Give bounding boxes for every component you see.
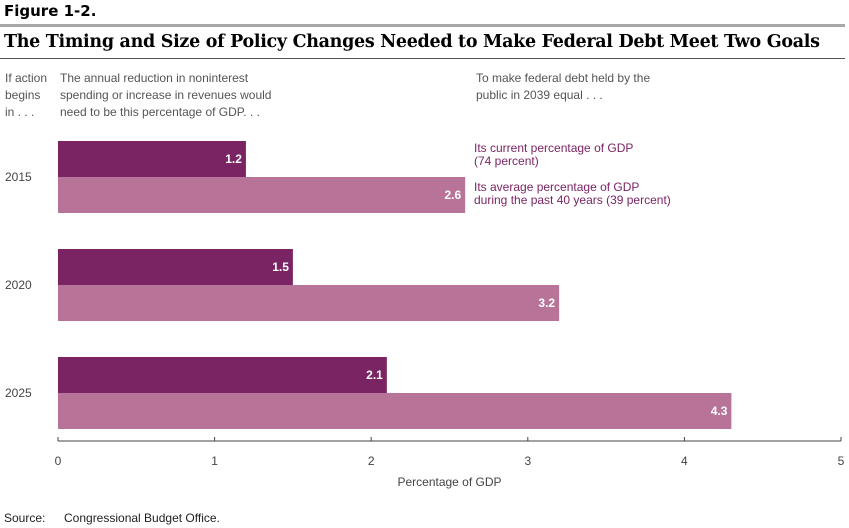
category-label-2020: 2020 (5, 278, 32, 292)
note-line: To make federal debt held by the (476, 71, 651, 85)
data-label-2025-series-1: 2.1 (366, 368, 383, 382)
data-label-2015-series-1: 1.2 (225, 152, 242, 166)
x-tick-label-1: 1 (211, 454, 218, 468)
note-line: The annual reduction in noninterest (60, 71, 249, 85)
x-tick-label-3: 3 (524, 454, 531, 468)
legend-average-gdp: Its average percentage of GDP during the… (474, 181, 671, 207)
note-reduction: The annual reduction in noninterest spen… (60, 70, 300, 121)
category-label-2015: 2015 (5, 170, 32, 184)
note-line: If action (5, 71, 48, 85)
legend-line: Its average percentage of GDP (474, 180, 640, 194)
bar-2025-series-2 (58, 393, 732, 429)
legend-line: Its current percentage of GDP (474, 141, 634, 155)
note-action-begins: If action begins in . . . (5, 70, 55, 121)
x-tick-label-2: 2 (368, 454, 375, 468)
top-rule (0, 24, 845, 27)
figure-label: Figure 1-2. (4, 2, 97, 20)
data-label-2020-series-2: 3.2 (538, 296, 555, 310)
x-tick-label-4: 4 (681, 454, 688, 468)
title-rule (0, 58, 845, 59)
x-tick-label-0: 0 (55, 454, 62, 468)
x-axis-title: Percentage of GDP (397, 475, 501, 489)
note-line: begins (5, 88, 41, 102)
source-label: Source: (4, 511, 46, 525)
note-line: in . . . (5, 105, 35, 119)
source-note: Source: Congressional Budget Office. (4, 511, 220, 525)
bar-2015-series-1 (58, 141, 246, 177)
source-text: Congressional Budget Office. (64, 511, 220, 525)
note-debt-goal: To make federal debt held by the public … (476, 70, 716, 104)
bar-2020-series-2 (58, 285, 560, 321)
x-tick-label-5: 5 (838, 454, 845, 468)
bar-2025-series-1 (58, 357, 387, 393)
legend-line: during the past 40 years (39 percent) (474, 193, 671, 207)
data-label-2015-series-2: 2.6 (444, 188, 461, 202)
data-label-2025-series-2: 4.3 (711, 404, 728, 418)
data-label-2020-series-1: 1.5 (272, 260, 289, 274)
chart-title: The Timing and Size of Policy Changes Ne… (4, 32, 820, 52)
note-line: need to be this percentage of GDP. . . (60, 105, 260, 119)
bar-2020-series-1 (58, 249, 293, 285)
legend-current-gdp: Its current percentage of GDP (74 percen… (474, 142, 633, 168)
legend-line: (74 percent) (474, 154, 539, 168)
category-label-2025: 2025 (5, 386, 32, 400)
note-line: public in 2039 equal . . . (476, 88, 603, 102)
note-line: spending or increase in revenues would (60, 88, 272, 102)
bar-2015-series-2 (58, 177, 466, 213)
